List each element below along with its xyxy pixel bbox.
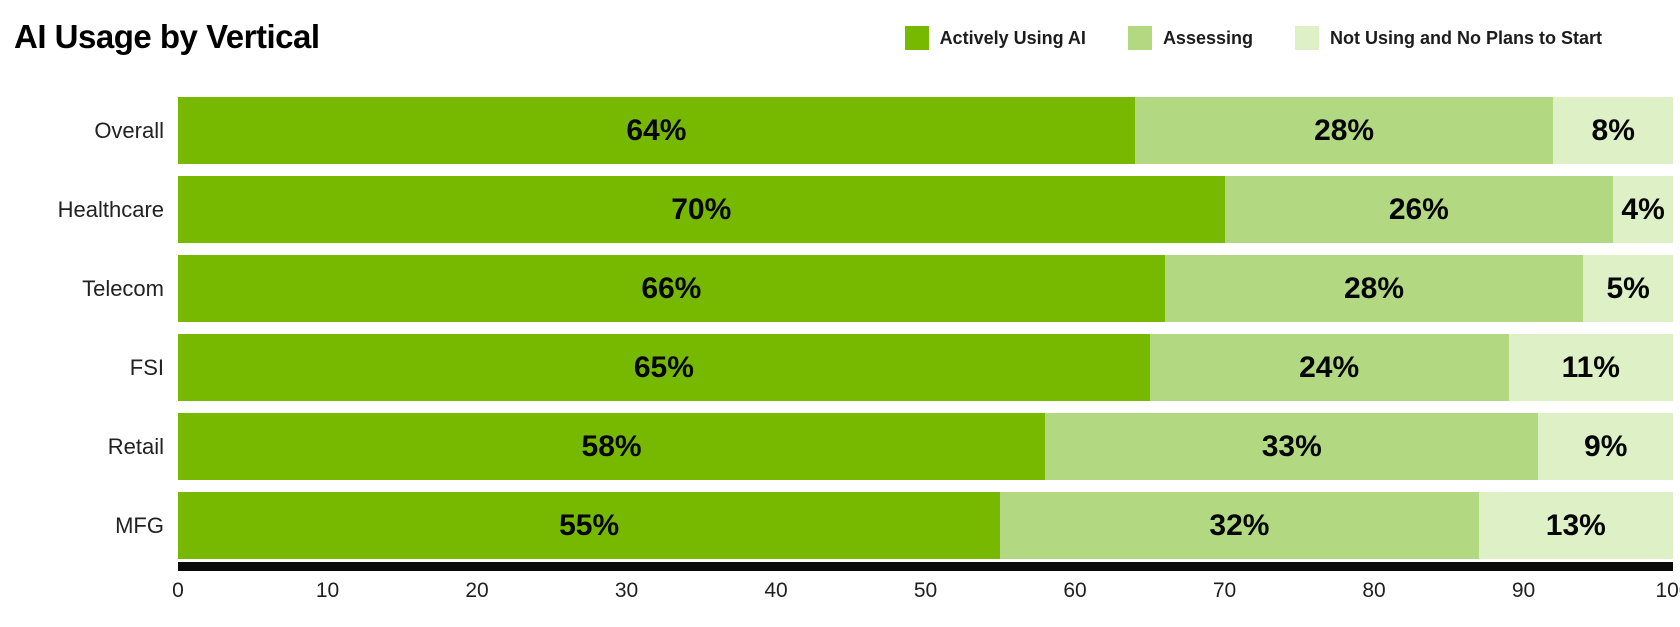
segment-value-label: 13% xyxy=(1545,508,1606,542)
segment-value-label: 64% xyxy=(626,113,687,147)
bar-segment: 55% xyxy=(178,492,1001,559)
segment-value-label: 9% xyxy=(1584,429,1628,463)
segment-value-label: 4% xyxy=(1621,192,1665,226)
x-tick-label: 20 xyxy=(465,579,489,602)
legend-label: Not Using and No Plans to Start xyxy=(1329,27,1602,48)
x-tick-label: 30 xyxy=(614,579,639,602)
category-label: Retail xyxy=(107,433,164,459)
stacked-bar: 70% 26% 4% xyxy=(178,176,1673,243)
bar-row: FSI 65% 24% 11% xyxy=(14,334,1673,401)
segment-value-label: 65% xyxy=(633,350,694,384)
bar-segment: 8% xyxy=(1553,97,1673,164)
segment-value-label: 33% xyxy=(1261,429,1322,463)
bar-row: Healthcare 70% 26% 4% xyxy=(14,176,1673,243)
stacked-bar: 55% 32% 13% xyxy=(178,492,1673,559)
stacked-bar: 58% 33% 9% xyxy=(178,413,1673,480)
bar-segment: 70% xyxy=(178,176,1225,243)
bar-row: Telecom 66% 28% 5% xyxy=(14,255,1673,322)
bar-row: MFG 55% 32% 13% xyxy=(14,492,1673,559)
stacked-bar: 64% 28% 8% xyxy=(178,97,1673,164)
x-tick-label: 60 xyxy=(1063,579,1087,602)
segment-value-label: 11% xyxy=(1561,350,1620,384)
legend-item: Assessing xyxy=(1127,26,1253,50)
axis-spacer xyxy=(14,579,178,609)
segment-value-label: 26% xyxy=(1388,192,1449,226)
bar-segment: 11% xyxy=(1508,334,1673,401)
bar-segment: 26% xyxy=(1224,176,1614,243)
x-tick-label: 0 xyxy=(172,579,184,602)
bar-segment: 24% xyxy=(1149,334,1509,401)
category-label: Healthcare xyxy=(57,196,164,222)
bar-segment: 9% xyxy=(1538,413,1673,480)
x-tick-area: 0 10 20 30 40 50 60 70 80 90 100 xyxy=(14,579,1680,609)
segment-value-label: 66% xyxy=(641,271,702,305)
stacked-bar: 66% 28% 5% xyxy=(178,255,1673,322)
segment-value-label: 28% xyxy=(1343,271,1404,305)
legend-item: Not Using and No Plans to Start xyxy=(1294,26,1602,50)
plot-area: Overall 64% 28% 8% Healthcare 70% 26% 4% Telecom… xyxy=(14,97,1680,609)
legend-swatch xyxy=(904,26,929,50)
segment-value-label: 32% xyxy=(1209,508,1270,542)
bar-segment: 5% xyxy=(1583,255,1673,322)
x-tick-label: 90 xyxy=(1511,579,1536,602)
segment-value-label: 55% xyxy=(559,508,620,542)
category-label: Overall xyxy=(94,117,164,143)
segment-value-label: 58% xyxy=(581,429,642,463)
legend-label: Actively Using AI xyxy=(939,27,1086,48)
axis-spacer xyxy=(14,559,178,571)
x-axis-line xyxy=(178,562,1673,571)
bar-segment: 58% xyxy=(178,413,1046,480)
segment-value-label: 28% xyxy=(1314,113,1375,147)
x-tick-label: 10 xyxy=(315,579,340,602)
x-tick-label: 80 xyxy=(1362,579,1386,602)
bar-row: Overall 64% 28% 8% xyxy=(14,97,1673,164)
bar-segment: 33% xyxy=(1045,413,1539,480)
chart-title: AI Usage by Vertical xyxy=(14,18,320,55)
bar-segment: 13% xyxy=(1478,492,1673,559)
legend: Actively Using AI Assessing Not Using and … xyxy=(904,26,1602,50)
bar-segment: 32% xyxy=(1000,492,1479,559)
x-tick-label: 70 xyxy=(1212,579,1237,602)
x-tick-label: 100 xyxy=(1655,579,1680,602)
bar-segment: 28% xyxy=(1164,255,1584,322)
x-axis xyxy=(14,559,1673,571)
legend-swatch xyxy=(1127,26,1152,50)
legend-swatch xyxy=(1294,26,1319,50)
x-tick-label: 50 xyxy=(913,579,938,602)
category-label: MFG xyxy=(115,512,164,538)
x-tick-label: 40 xyxy=(764,579,788,602)
bar-segment: 4% xyxy=(1613,176,1673,243)
legend-label: Assessing xyxy=(1162,27,1253,48)
segment-value-label: 8% xyxy=(1591,113,1635,147)
stacked-bar: 65% 24% 11% xyxy=(178,334,1673,401)
segment-value-label: 5% xyxy=(1606,271,1650,305)
bar-segment: 28% xyxy=(1134,97,1554,164)
bar-segment: 66% xyxy=(178,255,1165,322)
bar-segment: 65% xyxy=(178,334,1150,401)
category-label: FSI xyxy=(129,354,164,380)
x-tick-labels: 0 10 20 30 40 50 60 70 80 90 100 xyxy=(172,579,1680,609)
bar-rows: Overall 64% 28% 8% Healthcare 70% 26% 4% Telecom… xyxy=(14,97,1673,559)
category-label: Telecom xyxy=(82,275,164,301)
segment-value-label: 24% xyxy=(1299,350,1360,384)
segment-value-label: 70% xyxy=(671,192,732,226)
legend-item: Actively Using AI xyxy=(904,26,1086,50)
bar-segment: 64% xyxy=(178,97,1135,164)
bar-row: Retail 58% 33% 9% xyxy=(14,413,1673,480)
